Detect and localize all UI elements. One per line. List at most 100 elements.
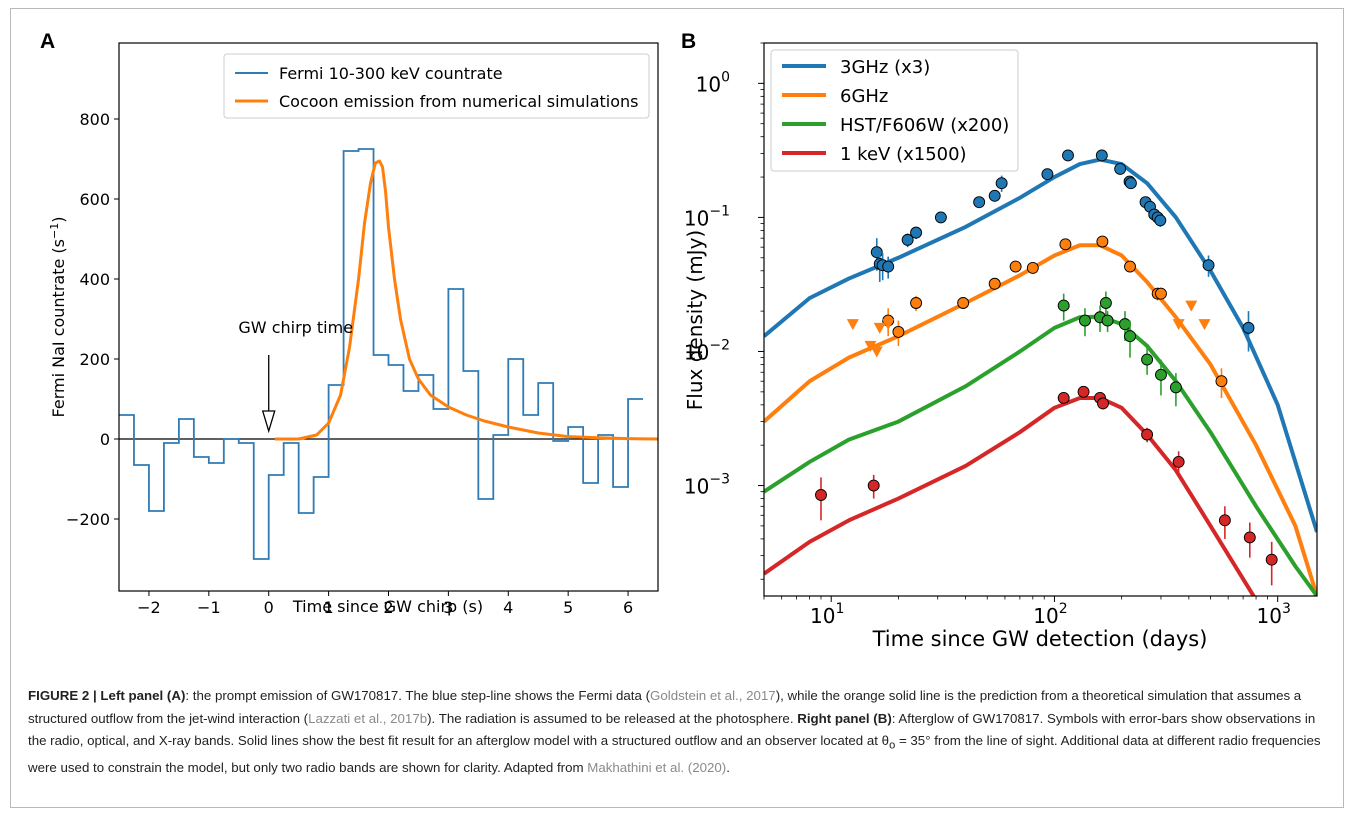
caption-text-5: = 35° from the line of sight. Additional… (28, 733, 1321, 776)
panel-a-y-tick-label: −200 (66, 510, 110, 529)
data-point-3ghz-x3 (870, 246, 883, 259)
panel-b-x-tick-label: 101 (810, 601, 844, 628)
panel-a-x-tick-label: 5 (563, 598, 573, 617)
data-point-3ghz-x3 (882, 260, 895, 273)
legend-label-3ghz-x3: 3GHz (x3) (840, 57, 930, 78)
caption-label-a: FIGURE 2 | Left panel (A) (28, 688, 186, 703)
data-point-6ghz (1096, 235, 1109, 248)
citation-goldstein[interactable]: Goldstein et al., 2017 (650, 688, 776, 703)
data-point-hst-f606w-x200 (1099, 297, 1112, 309)
data-point-1-kev-x1500 (1077, 385, 1090, 398)
gw-chirp-annotation: GW chirp time (238, 318, 353, 337)
panel-b-axes-frame (763, 42, 1318, 597)
panel-a-y-axis-label: Fermi NaI countrate (s−1) (48, 217, 68, 418)
panel-a-y-tick-label: 400 (79, 270, 110, 289)
data-point-3ghz-x3 (1124, 177, 1137, 190)
data-point-1-kev-x1500 (1057, 392, 1070, 404)
panel-a-x-tick-label: 6 (623, 598, 633, 617)
data-point-hst-f606w-x200 (1057, 299, 1070, 312)
figure-frame (10, 8, 1344, 808)
data-point-3ghz-x3 (1041, 168, 1054, 181)
upper-limit-6ghz (1198, 319, 1211, 331)
panel-a-x-axis-label: Time since GW chirp (s) (292, 597, 483, 616)
caption-text: FIGURE 2 | Left panel (A): the prompt em… (28, 685, 1328, 780)
caption-text-6: . (726, 760, 730, 776)
data-point-1-kev-x1500 (1097, 397, 1109, 410)
citation-makhathini[interactable]: Makhathini et al. (2020) (587, 760, 727, 776)
upper-limit-6ghz (870, 346, 883, 358)
model-curve-hst-f606w-x200 (764, 314, 1317, 596)
panel-a-legend: Fermi 10-300 keV countrate Cocoon emissi… (223, 53, 650, 119)
figure-caption: FIGURE 2 | Left panel (A): the prompt em… (28, 685, 1328, 780)
series-cocoon-emission-line (274, 159, 659, 441)
panel-b-legend: 3GHz (x3) 6GHz HST/F606W (x200) 1 keV (x150… (770, 49, 1019, 172)
data-point-3ghz-x3 (1202, 259, 1215, 272)
data-point-3ghz-x3 (1154, 214, 1167, 227)
panel-b-y-tick-label: 10−3 (684, 472, 730, 499)
data-point-hst-f606w-x200 (1141, 353, 1154, 366)
data-point-hst-f606w-x200 (1155, 368, 1167, 381)
panel-a: A −2 −1 0 1 2 3 4 5 6 −200 0 200 400 600 800 GW chirp … (40, 30, 659, 617)
panel-a-x-tick-label: 3 (443, 598, 453, 617)
caption-text-3: ). The radiation is assumed to be releas… (427, 710, 798, 726)
data-point-6ghz (892, 325, 905, 338)
data-point-3ghz-x3 (1242, 321, 1255, 334)
panel-a-x-tick-label: −1 (197, 598, 221, 617)
data-point-hst-f606w-x200 (1124, 330, 1136, 343)
model-curve-6ghz (764, 243, 1317, 596)
caption-text-1: : the prompt emission of GW170817. The b… (185, 688, 651, 703)
data-point-6ghz (1059, 238, 1072, 251)
figure-charts: A −2 −1 0 1 2 3 4 5 6 −200 0 200 400 600 800 GW chirp … (40, 30, 1318, 651)
upper-limit-6ghz (1172, 319, 1185, 331)
panel-b-x-tick-label: 103 (1257, 601, 1291, 628)
panel-a-y-tick-label: 800 (79, 110, 110, 129)
model-curve-1-kev-x1500 (764, 395, 1256, 596)
caption-text-2: ), while the orange solid line is the pr… (28, 688, 1302, 726)
panel-a-y-tick-label: 600 (79, 190, 110, 209)
data-point-3ghz-x3 (973, 196, 986, 209)
data-point-1-kev-x1500 (867, 479, 880, 492)
data-point-3ghz-x3 (910, 226, 923, 239)
data-point-1-kev-x1500 (1218, 514, 1231, 527)
legend-label-cocoon: Cocoon emission from numerical simulatio… (279, 92, 639, 111)
legend-label-6ghz: 6GHz (840, 86, 888, 107)
data-point-6ghz (1026, 261, 1039, 274)
panel-a-y-tick-label: 0 (100, 430, 110, 449)
data-point-1-kev-x1500 (1141, 428, 1154, 441)
data-point-3ghz-x3 (901, 233, 914, 246)
data-point-6ghz (1155, 287, 1167, 300)
data-point-6ghz (1009, 260, 1022, 273)
panel-b-legend-box (770, 49, 1019, 172)
data-point-6ghz (910, 297, 923, 309)
panel-b-y-axis-label: Flux density (mJy) (683, 230, 707, 410)
caption-label-b: Right panel (B) (797, 710, 892, 726)
upper-limit-6ghz (846, 319, 859, 331)
data-point-3ghz-x3 (934, 211, 947, 224)
caption-theta-sub: o (889, 739, 896, 752)
data-point-6ghz (957, 297, 970, 309)
data-point-3ghz-x3 (995, 177, 1008, 190)
panel-a-x-tick-label: 4 (503, 598, 513, 617)
upper-limit-6ghz (1185, 300, 1198, 312)
panel-b-label: B (681, 30, 696, 53)
panel-a-x-tick-label: 0 (264, 598, 274, 617)
legend-label-hst-f606w-x200: HST/F606W (x200) (840, 115, 1009, 136)
panel-a-axes-frame (118, 42, 659, 592)
panel-b-y-tick-label: 100 (696, 69, 730, 96)
panel-a-x-tick-label: 2 (383, 598, 393, 617)
panel-a-x-tick-label: 1 (324, 598, 334, 617)
panel-b-plot-area (764, 149, 1317, 596)
gw-chirp-arrow-head (261, 410, 276, 434)
data-point-hst-f606w-x200 (1079, 314, 1091, 327)
panel-a-label: A (40, 30, 55, 53)
data-point-1-kev-x1500 (1265, 553, 1278, 566)
data-point-6ghz (1124, 260, 1136, 273)
data-point-3ghz-x3 (1062, 149, 1074, 162)
data-point-6ghz (988, 277, 1001, 290)
panel-b-y-tick-label: 10−1 (684, 203, 730, 230)
data-point-3ghz-x3 (988, 189, 1001, 202)
panel-b-x-tick-label: 102 (1033, 601, 1067, 628)
citation-lazzati[interactable]: Lazzati et al., 2017b (308, 710, 428, 726)
upper-limit-6ghz (864, 340, 877, 352)
legend-label-1-kev-x1500: 1 keV (x1500) (840, 144, 967, 165)
